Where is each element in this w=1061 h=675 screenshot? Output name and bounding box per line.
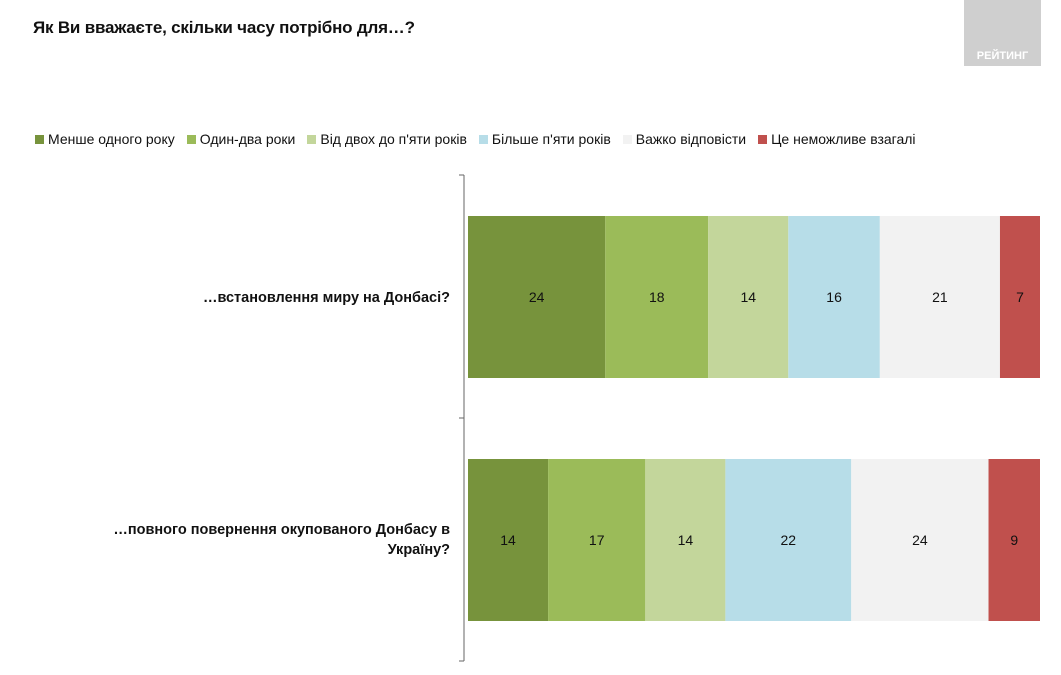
data-label: 24 xyxy=(912,532,928,548)
legend-label: Це неможливе взагалі xyxy=(771,131,916,147)
data-label: 14 xyxy=(500,532,516,548)
data-label: 21 xyxy=(932,289,948,305)
data-label: 17 xyxy=(589,532,605,548)
legend-label: Один-два роки xyxy=(199,131,296,147)
legend-swatch xyxy=(307,134,317,144)
legend-swatch xyxy=(758,134,768,144)
chart-title: Як Ви вважаєте, скільки часу потрібно дл… xyxy=(33,18,415,37)
legend-label: Менше одного року xyxy=(48,131,175,147)
bar-segment xyxy=(708,216,789,378)
bar-segment xyxy=(851,459,989,621)
category-label-0: …встановлення миру на Донбасі? xyxy=(202,290,450,306)
bar-segment xyxy=(645,459,726,621)
bar-segment xyxy=(879,216,1000,378)
data-label: 18 xyxy=(649,289,665,305)
legend-item: Менше одного року xyxy=(35,131,175,147)
bar-segment xyxy=(468,216,606,378)
data-label: 24 xyxy=(529,289,545,305)
legend-item: Один-два роки xyxy=(186,131,296,147)
bar-segment xyxy=(468,459,549,621)
legend-label: Від двох до п'яти років xyxy=(320,131,467,147)
data-label: 16 xyxy=(826,289,842,305)
bar-segment xyxy=(988,459,1040,621)
legend-item: Більше п'яти років xyxy=(478,131,611,147)
rating-logo: РЕЙТИНГ xyxy=(964,0,1041,66)
bar-segment xyxy=(788,216,880,378)
bar-segment xyxy=(725,459,852,621)
legend-item: Важко відповісти xyxy=(622,131,747,147)
legend-label: Більше п'яти років xyxy=(491,131,611,147)
legend-swatch xyxy=(622,134,632,144)
legend-label: Важко відповісти xyxy=(635,131,747,147)
data-label: 9 xyxy=(1010,532,1018,548)
logo-text: РЕЙТИНГ xyxy=(976,50,1029,62)
legend-swatch xyxy=(35,134,44,144)
data-label: 14 xyxy=(678,532,694,548)
data-label: 22 xyxy=(781,532,797,548)
legend-item: Це неможливе взагалі xyxy=(758,131,916,147)
legend: Менше одного року Один-два роки Від двох д… xyxy=(35,131,916,147)
bar-segment xyxy=(605,216,709,378)
data-label: 14 xyxy=(740,289,756,305)
legend-swatch xyxy=(186,134,196,144)
category-label-1: …повного повернення окупованого Донбасу … xyxy=(113,522,450,558)
legend-item: Від двох до п'яти років xyxy=(307,131,467,147)
bar-segment xyxy=(999,216,1040,378)
legend-swatch xyxy=(478,134,488,144)
bar-segment xyxy=(548,459,646,621)
data-label: 7 xyxy=(1016,289,1024,305)
